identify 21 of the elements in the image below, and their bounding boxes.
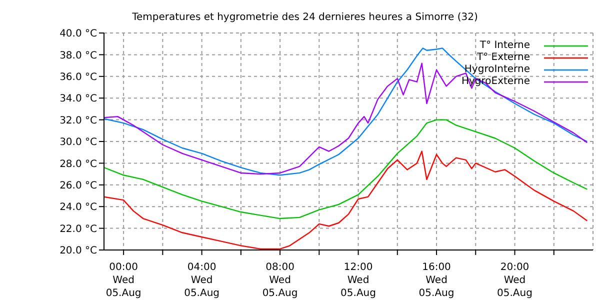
y-tick-label: 28.0 °C xyxy=(60,158,98,170)
y-tick-label: 32.0 °C xyxy=(60,115,98,126)
y-tick-label: 40.0 °C xyxy=(60,28,98,40)
y-tick-label: 22.0 °C xyxy=(60,224,98,235)
y-tick-label: 26.0 °C xyxy=(60,180,98,192)
y-tick-label: 36.0 °C xyxy=(60,72,98,83)
x-tick-label: 00:00 Wed 05.Aug xyxy=(106,262,142,299)
x-tick-label: 20:00 Wed 05.Aug xyxy=(497,262,532,299)
y-tick-label: 24.0 °C xyxy=(60,202,98,214)
y-tick-label: 30.0 °C xyxy=(60,137,98,148)
legend-label: T° Externe xyxy=(476,52,530,64)
legend-label: HygroInterne xyxy=(464,64,530,76)
x-tick-label: 04:00 Wed 05.Aug xyxy=(184,262,220,299)
y-tick-label: 20.0 °C xyxy=(60,246,98,257)
legend-label: T° Interne xyxy=(480,40,530,52)
y-tick-label: 38.0 °C xyxy=(60,50,98,62)
y-tick-label: 34.0 °C xyxy=(60,94,98,105)
x-tick-label: 16:00 Wed 05.Aug xyxy=(418,262,454,299)
x-tick-label: 12:00 Wed 05.Aug xyxy=(340,262,376,299)
chart-title: Temperatures et hygrometrie des 24 dernieres heures a Simorre (32) xyxy=(131,12,479,23)
x-tick-label: 08:00 Wed 05.Aug xyxy=(262,262,298,299)
